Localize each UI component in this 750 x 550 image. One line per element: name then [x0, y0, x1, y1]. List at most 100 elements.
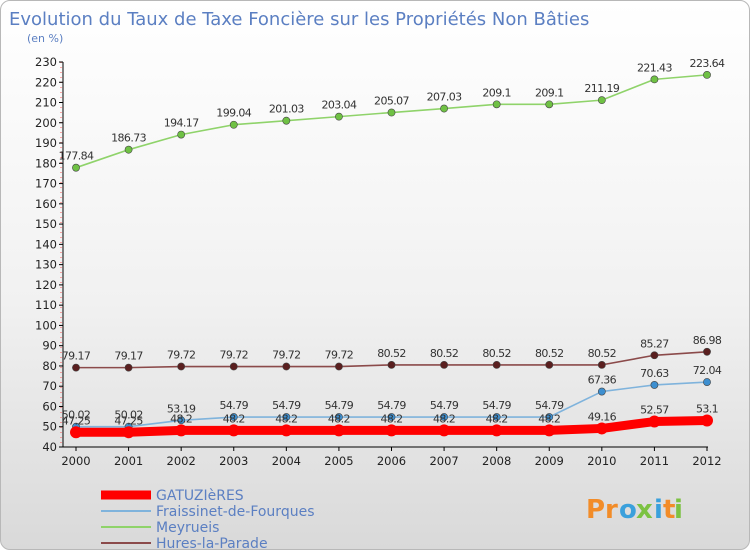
- data-label: 47.25: [114, 414, 143, 427]
- data-point: [387, 413, 396, 421]
- x-tick-label: 2001: [114, 454, 143, 468]
- data-label: 209.1: [482, 86, 511, 99]
- data-label: 211.19: [584, 82, 619, 95]
- data-point: [597, 96, 606, 105]
- y-tick-label: 210: [35, 96, 57, 110]
- data-label: 221.43: [637, 61, 672, 74]
- data-point: [177, 416, 186, 425]
- data-point: [438, 424, 451, 437]
- data-point: [72, 363, 80, 372]
- series-layer: [70, 70, 713, 439]
- data-point: [490, 424, 503, 437]
- legend-label: Hures-la-Parade: [156, 536, 268, 550]
- data-label: 67.36: [588, 374, 617, 387]
- data-label: 48.2: [433, 412, 455, 425]
- data-label: 54.79: [482, 399, 511, 412]
- data-label: 194.17: [164, 117, 199, 130]
- y-tick-label: 170: [35, 177, 57, 191]
- y-tick-label: 140: [35, 237, 57, 251]
- data-point: [229, 362, 238, 371]
- y-tick-label: 220: [35, 75, 57, 89]
- data-label: 199.04: [216, 107, 251, 120]
- x-tick-label: 2009: [535, 454, 564, 468]
- series-meyrueis: [72, 70, 711, 172]
- data-label: 49.16: [588, 410, 617, 423]
- data-label: 70.63: [640, 367, 669, 380]
- legend-item-fraissinet-de-fourques: Fraissinet-de-Fourques: [101, 504, 314, 520]
- x-tick-label: 2005: [324, 454, 353, 468]
- logo-letter: i: [654, 495, 663, 525]
- data-label: 50.02: [114, 409, 143, 422]
- y-tick-label: 90: [42, 339, 57, 353]
- data-label: 48.2: [275, 412, 297, 425]
- legend-item-hures-la-parade: Hures-la-Parade: [101, 536, 268, 550]
- x-tick-label: 2004: [272, 454, 301, 468]
- data-label: 53.19: [167, 402, 196, 415]
- data-label: 47.25: [62, 414, 91, 427]
- data-point: [701, 414, 713, 427]
- data-label: 52.57: [640, 404, 669, 417]
- legend: GATUZIèRESFraissinet-de-FourquesMeyrueis…: [101, 488, 314, 550]
- data-point: [648, 415, 661, 428]
- data-label: 80.52: [535, 347, 564, 360]
- data-label: 80.52: [377, 347, 406, 360]
- data-label: 86.98: [693, 334, 722, 347]
- data-point: [440, 360, 448, 369]
- y-tick-label: 160: [35, 197, 57, 211]
- data-label: 54.79: [220, 399, 249, 412]
- chart-subtitle: (en %): [27, 32, 63, 45]
- data-point: [175, 424, 188, 437]
- data-point: [650, 75, 659, 84]
- data-labels: 177.84 186.73 194.17 199.04 201.03 203.04 205.…: [59, 57, 726, 427]
- data-label: 209.1: [535, 86, 564, 99]
- data-point: [650, 351, 659, 360]
- data-label: 48.2: [538, 412, 560, 425]
- logo-letter: P: [586, 495, 605, 525]
- data-point: [543, 424, 556, 437]
- data-point: [282, 116, 291, 125]
- y-tick-label: 130: [35, 258, 57, 272]
- y-tick-label: 180: [35, 156, 57, 170]
- data-point: [332, 424, 345, 437]
- data-label: 54.79: [430, 399, 459, 412]
- data-label: 48.2: [223, 412, 245, 425]
- data-label: 48.2: [486, 412, 508, 425]
- x-tick-label: 2012: [692, 454, 721, 468]
- data-label: 223.64: [690, 57, 725, 70]
- x-tick-label: 2006: [377, 454, 406, 468]
- data-point: [70, 426, 82, 439]
- data-label: 80.52: [482, 347, 511, 360]
- data-point: [229, 120, 238, 129]
- data-point: [545, 413, 554, 421]
- data-label: 50.02: [62, 409, 91, 422]
- data-point: [440, 413, 448, 421]
- data-point: [703, 347, 711, 356]
- data-point: [282, 413, 291, 421]
- data-point: [492, 100, 501, 109]
- data-point: [335, 112, 343, 121]
- data-label: 201.03: [269, 103, 304, 116]
- y-tick-label: 120: [35, 278, 57, 292]
- logo-letter: t: [663, 495, 675, 525]
- data-point: [597, 360, 606, 369]
- data-point: [122, 426, 135, 439]
- data-label: 53.1: [696, 402, 718, 415]
- data-label: 79.72: [167, 349, 196, 362]
- data-label: 203.04: [321, 99, 356, 112]
- series-hures-la-parade: [72, 347, 711, 372]
- data-label: 54.79: [377, 399, 406, 412]
- data-label: 80.52: [430, 347, 459, 360]
- data-label: 48.2: [170, 412, 192, 425]
- data-point: [492, 360, 501, 369]
- data-label: 48.2: [328, 412, 350, 425]
- data-point: [440, 104, 448, 113]
- legend-item-gatuzi-res: GATUZIèRES: [101, 488, 244, 504]
- x-tick-label: 2007: [429, 454, 458, 468]
- data-label: 205.07: [374, 95, 409, 108]
- data-label: 54.79: [535, 399, 564, 412]
- data-point: [595, 422, 608, 435]
- y-tick-label: 190: [35, 136, 57, 150]
